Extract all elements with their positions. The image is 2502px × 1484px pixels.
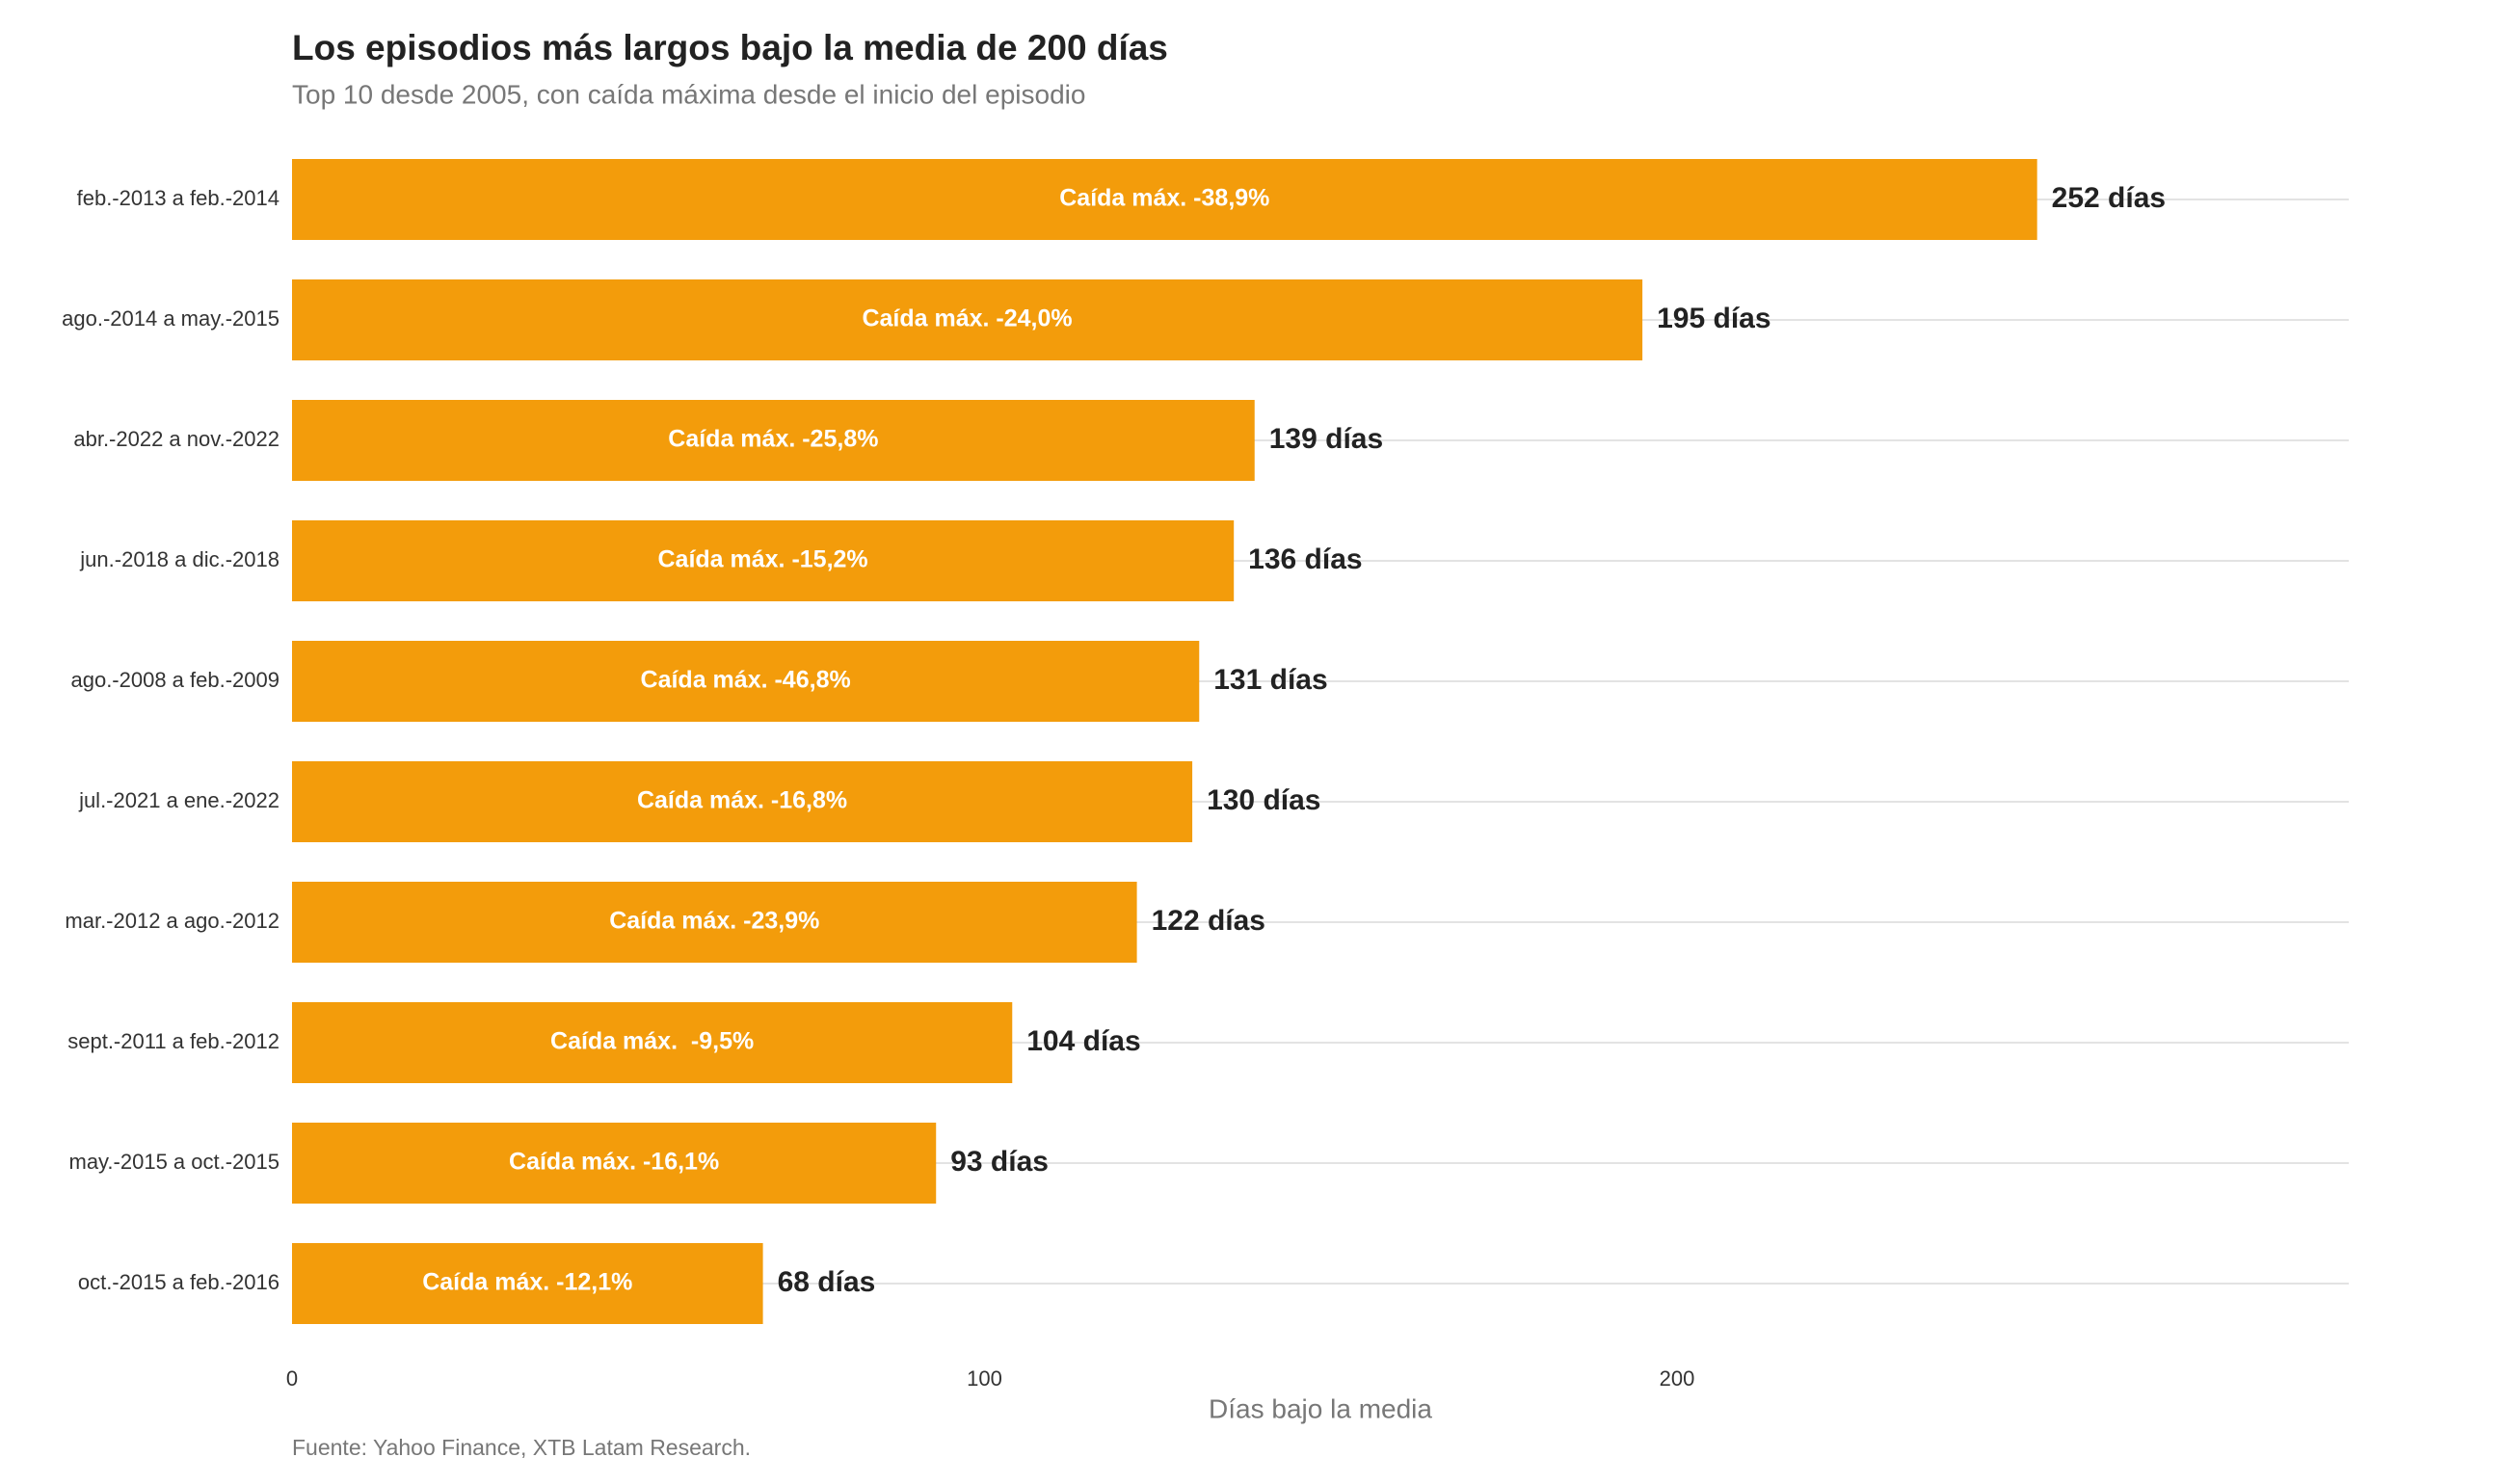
bar <box>292 761 1193 842</box>
x-tick-label: 100 <box>967 1366 1002 1391</box>
y-tick-label: sept.-2011 a feb.-2012 <box>67 1029 279 1053</box>
value-label: 68 días <box>778 1266 876 1298</box>
y-tick-label: may.-2015 a oct.-2015 <box>69 1150 280 1174</box>
value-label: 93 días <box>950 1146 1049 1178</box>
bar-annotation: Caída máx. -23,9% <box>609 908 819 935</box>
bar-annotation: Caída máx. -16,1% <box>509 1149 719 1176</box>
bar <box>292 279 1643 360</box>
bar-annotation: Caída máx. -24,0% <box>862 305 1072 332</box>
bar-annotation: Caída máx. -46,8% <box>641 667 851 694</box>
value-label: 131 días <box>1213 664 1327 696</box>
y-tick-label: feb.-2013 a feb.-2014 <box>77 186 279 210</box>
bar-annotation: Caída máx. -12,1% <box>422 1269 632 1296</box>
y-tick-label: jun.-2018 a dic.-2018 <box>79 547 279 571</box>
bar <box>292 400 1255 481</box>
bar <box>292 1002 1013 1083</box>
x-tick-label: 200 <box>1660 1366 1695 1391</box>
bar-annotation: Caída máx. -9,5% <box>550 1028 754 1055</box>
bar <box>292 520 1235 601</box>
value-label: 122 días <box>1152 905 1265 937</box>
chart-subtitle: Top 10 desde 2005, con caída máxima desd… <box>292 79 1085 109</box>
y-tick-label: ago.-2014 a may.-2015 <box>62 306 279 331</box>
x-tick-label: 0 <box>286 1366 298 1391</box>
source: Fuente: Yahoo Finance, XTB Latam Researc… <box>292 1435 751 1460</box>
bar <box>292 159 2037 240</box>
chart-title: Los episodios más largos bajo la media d… <box>292 28 1168 67</box>
x-axis-title: Días bajo la media <box>1209 1393 1432 1423</box>
y-tick-label: ago.-2008 a feb.-2009 <box>70 668 279 692</box>
bar-annotation: Caída máx. -25,8% <box>668 426 878 453</box>
bar-annotation: Caída máx. -16,8% <box>637 787 847 814</box>
value-label: 136 días <box>1248 543 1362 575</box>
value-label: 130 días <box>1207 784 1320 816</box>
bar <box>292 882 1137 963</box>
y-tick-label: abr.-2022 a nov.-2022 <box>73 427 279 451</box>
y-tick-label: jul.-2021 a ene.-2022 <box>78 788 279 812</box>
value-label: 104 días <box>1026 1025 1140 1057</box>
value-label: 195 días <box>1657 303 1770 334</box>
value-label: 252 días <box>2052 182 2166 214</box>
value-label: 139 días <box>1269 423 1383 455</box>
y-tick-label: mar.-2012 a ago.-2012 <box>65 909 279 933</box>
bar-annotation: Caída máx. -15,2% <box>658 546 868 573</box>
bar-annotation: Caída máx. -38,9% <box>1059 185 1269 212</box>
bar <box>292 641 1200 722</box>
bar <box>292 1243 763 1324</box>
y-tick-label: oct.-2015 a feb.-2016 <box>78 1270 279 1294</box>
bar <box>292 1123 937 1204</box>
